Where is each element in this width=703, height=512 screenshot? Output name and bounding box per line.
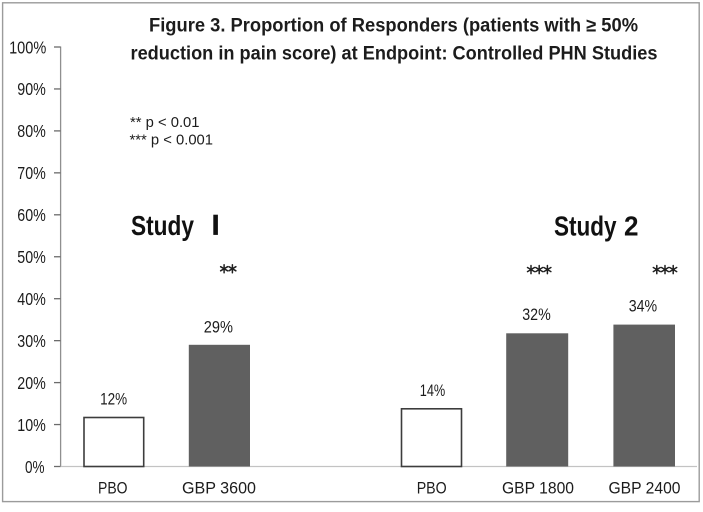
svg-text:50%: 50% xyxy=(17,247,46,267)
svg-text:GBP 2400: GBP 2400 xyxy=(609,478,681,497)
svg-text:2: 2 xyxy=(624,211,639,242)
svg-text:GBP 1800: GBP 1800 xyxy=(502,478,574,497)
svg-text:Figure 3. Proportion of Respon: Figure 3. Proportion of Responders (pati… xyxy=(149,16,638,37)
svg-text:** p < 0.01: ** p < 0.01 xyxy=(130,115,200,131)
svg-text:60%: 60% xyxy=(17,205,46,225)
svg-text:20%: 20% xyxy=(17,373,46,393)
svg-text:34%: 34% xyxy=(629,298,658,316)
svg-text:14%: 14% xyxy=(420,382,446,400)
svg-text:reduction in pain score) at En: reduction in pain score) at Endpoint: Co… xyxy=(131,43,658,64)
svg-text:32%: 32% xyxy=(522,306,551,324)
svg-text:29%: 29% xyxy=(204,319,233,337)
svg-text:Study: Study xyxy=(131,210,194,241)
svg-text:*** p < 0.001: *** p < 0.001 xyxy=(130,132,214,148)
svg-text:30%: 30% xyxy=(17,331,46,351)
svg-text:GBP 3600: GBP 3600 xyxy=(182,478,256,497)
svg-text:Study: Study xyxy=(554,211,617,242)
svg-text:40%: 40% xyxy=(17,289,46,309)
svg-text:PBO: PBO xyxy=(98,478,128,497)
svg-text:80%: 80% xyxy=(17,121,46,141)
svg-text:70%: 70% xyxy=(17,163,46,183)
svg-text:0%: 0% xyxy=(25,457,45,477)
svg-text:100%: 100% xyxy=(9,37,46,57)
svg-text:90%: 90% xyxy=(17,79,46,99)
svg-text:10%: 10% xyxy=(17,415,46,435)
svg-text:12%: 12% xyxy=(100,391,127,409)
svg-text:PBO: PBO xyxy=(417,478,447,497)
